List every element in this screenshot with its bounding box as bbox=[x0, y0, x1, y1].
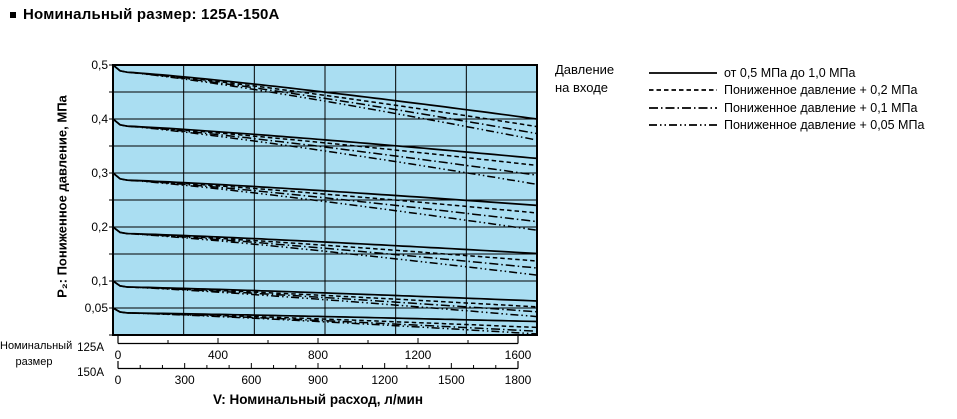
legend-label: Пониженное давление + 0,2 МПа bbox=[724, 83, 918, 98]
curve-solid-start-0.2 bbox=[112, 226, 538, 255]
plot-border bbox=[112, 64, 538, 336]
y-tick-label: 0,3 bbox=[91, 166, 108, 180]
title-bullet-icon bbox=[10, 11, 16, 18]
x-axis-name-150А: 150А bbox=[77, 366, 104, 379]
curve-solid-start-0.1 bbox=[112, 280, 538, 302]
y-tick-label: 0,4 bbox=[91, 112, 108, 126]
y-tick-label: 0,5 bbox=[91, 58, 108, 72]
x-tick-label: 1500 bbox=[438, 373, 465, 387]
x-tick-label: 1200 bbox=[405, 348, 432, 362]
legend-entry-dashdot: Пониженное давление + 0,1 МПа bbox=[648, 99, 924, 117]
x-tick-label: 1200 bbox=[371, 373, 398, 387]
x-tick-label: 800 bbox=[308, 348, 328, 362]
curve-dashdot-start-0.2 bbox=[112, 226, 538, 269]
x-axes-group-label: Номинальный размер bbox=[0, 338, 73, 370]
x-axes-group-label-line2: размер bbox=[15, 356, 53, 368]
y-tick-label: 0,05 bbox=[84, 301, 108, 315]
x-tick-label: 0 bbox=[115, 348, 122, 362]
legend-entry-dashed: Пониженное давление + 0,2 МПа bbox=[648, 82, 924, 100]
curve-dashed-start-0.1 bbox=[112, 280, 538, 308]
legend-line-dashed bbox=[649, 89, 717, 92]
curve-solid-start-0.4 bbox=[112, 118, 538, 160]
curve-dashdot-start-0.4 bbox=[112, 118, 538, 176]
plot-area bbox=[109, 64, 538, 336]
legend-title-line1: Давление bbox=[555, 62, 615, 77]
legend-label: от 0,5 МПа до 1,0 МПа bbox=[724, 65, 856, 80]
curve-solid-start-0.3 bbox=[112, 172, 538, 207]
x-tick-label: 300 bbox=[175, 373, 195, 387]
legend-entry-solid: от 0,5 МПа до 1,0 МПа bbox=[648, 64, 924, 82]
x-axes-group-label-line1: Номинальный bbox=[0, 340, 73, 352]
curve-dashdotdot-start-0.5 bbox=[112, 64, 538, 141]
curve-dashdot-start-0.3 bbox=[112, 172, 538, 223]
curve-dashdot-start-0.5 bbox=[112, 64, 538, 135]
legend-label: Пониженное давление + 0,1 МПа bbox=[724, 100, 918, 115]
chart-title-row: Номинальный размер: 125А-150А bbox=[10, 6, 280, 23]
x-axis-title: V: Номинальный расход, л/мин bbox=[212, 392, 424, 407]
page-title: Номинальный размер: 125А-150А bbox=[23, 6, 280, 23]
curve-dashdotdot-start-0.4 bbox=[112, 118, 538, 186]
legend-label: Пониженное давление + 0,05 МПа bbox=[724, 118, 925, 133]
x-axis-name-125А: 125А bbox=[77, 341, 104, 354]
legend-entry-dashdotdot: Пониженное давление + 0,05 МПа bbox=[648, 117, 924, 135]
curve-dashdotdot-start-0.1 bbox=[112, 280, 538, 318]
curve-solid-start-0.5 bbox=[112, 64, 538, 120]
x-tick-label: 1800 bbox=[505, 373, 532, 387]
x-tick-label: 0 bbox=[115, 373, 122, 387]
legend-title: Давление на входе bbox=[555, 61, 614, 97]
legend-line-solid bbox=[649, 71, 717, 74]
legend-title-line2: на входе bbox=[555, 80, 609, 95]
x-tick-label: 900 bbox=[308, 373, 328, 387]
curve-dashdotdot-start-0.2 bbox=[112, 226, 538, 276]
x-axes: 0 400 800 1200 1600 0 300 600 900 1200 1500 1800 bbox=[115, 336, 532, 387]
x-tick-label: 400 bbox=[208, 348, 228, 362]
curve-dashed-start-0.3 bbox=[112, 172, 538, 214]
curve-dashed-start-0.4 bbox=[112, 118, 538, 167]
y-tick-label: 0,2 bbox=[91, 220, 108, 234]
x-tick-label: 600 bbox=[241, 373, 261, 387]
legend-line-dashdotdot bbox=[649, 124, 717, 127]
curve-dashdotdot-start-0.05 bbox=[112, 307, 538, 335]
legend: от 0,5 МПа до 1,0 МПа Пониженное давление… bbox=[648, 64, 924, 134]
curve-dashed-start-0.2 bbox=[112, 226, 538, 262]
x-tick-label: 1600 bbox=[505, 348, 532, 362]
legend-line-dashdot bbox=[649, 106, 717, 109]
y-tick-label: 0,1 bbox=[91, 274, 108, 288]
